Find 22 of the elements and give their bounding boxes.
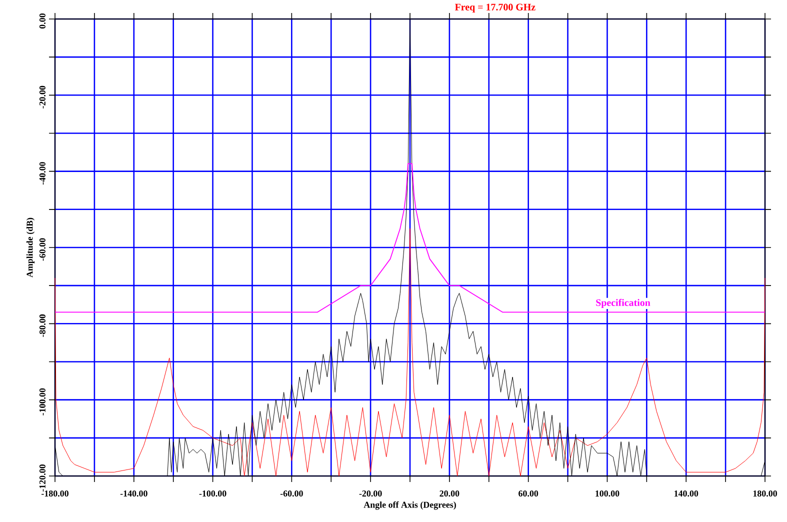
x-tick-label: -100.00 (199, 490, 226, 497)
y-tick-label: -60.00 (39, 238, 46, 261)
x-tick-label: -180.00 (42, 490, 68, 497)
x-tick-label: 180.00 (753, 490, 777, 497)
x-axis-title: Angle off Axis (Degrees) (364, 501, 456, 510)
series-label: Specification (596, 298, 650, 308)
y-axis-title: Amplitude (dB) (26, 218, 35, 278)
y-tick-label: -100.00 (39, 388, 46, 416)
y-tick-label: -40.00 (39, 162, 46, 185)
chart-title: Freq = 17.700 GHz (454, 4, 536, 12)
y-tick-label: -120.00 (39, 464, 46, 492)
x-tick-label: 20.00 (440, 490, 460, 497)
x-tick-label: 100.00 (596, 490, 620, 497)
x-tick-label: 60.00 (518, 490, 538, 497)
x-tick-label: -60.00 (280, 490, 303, 497)
x-tick-label: -20.00 (359, 490, 382, 497)
line-series (54, 163, 766, 313)
x-tick-label: -140.00 (120, 490, 148, 497)
x-tick-label: 140.00 (674, 490, 698, 497)
y-tick-label: 0.00 (39, 13, 46, 28)
y-tick-label: -20.00 (39, 86, 46, 108)
y-tick-label: -80.00 (39, 314, 46, 337)
